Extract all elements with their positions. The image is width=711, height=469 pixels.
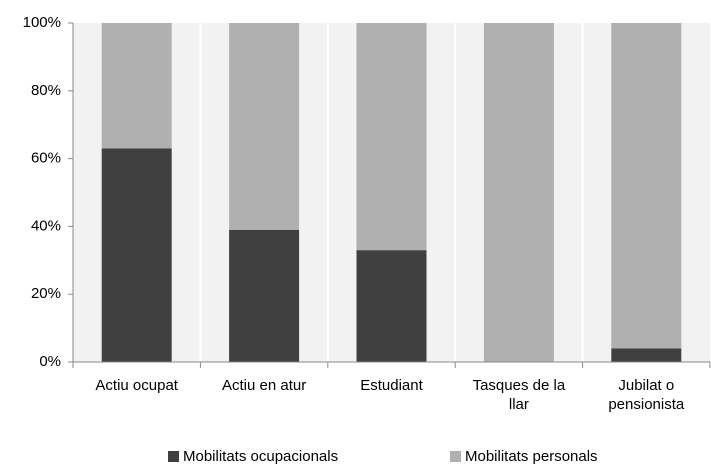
- x-tick-label: Actiu ocupat: [95, 377, 178, 394]
- x-tick-label: Tasques de la llar: [472, 377, 566, 413]
- y-tick-label: 20%: [31, 285, 61, 302]
- y-tick-label: 0%: [39, 353, 61, 370]
- y-tick-label: 60%: [31, 150, 61, 167]
- legend-label: Mobilitats ocupacionals: [183, 448, 338, 465]
- bar-segment: [356, 23, 427, 251]
- bar-segment: [101, 23, 172, 149]
- x-tick-label: Actiu en atur: [221, 377, 307, 394]
- bar-segment: [101, 148, 172, 362]
- bar-segment: [356, 250, 427, 362]
- y-tick-label: 80%: [31, 82, 61, 99]
- bar-segment: [611, 23, 682, 349]
- bar-segment: [229, 229, 300, 362]
- legend-swatch: [450, 451, 461, 462]
- x-tick-label: Jubilat o pensionista: [608, 377, 685, 413]
- legend-label: Mobilitats personals: [465, 448, 598, 465]
- legend-swatch: [168, 451, 179, 462]
- bar-segment: [483, 23, 554, 362]
- y-tick-label: 100%: [23, 14, 61, 31]
- bar-segment: [229, 23, 300, 230]
- x-tick-label: Estudiant: [360, 377, 423, 394]
- bar-segment: [611, 348, 682, 362]
- y-tick-label: 40%: [31, 217, 61, 234]
